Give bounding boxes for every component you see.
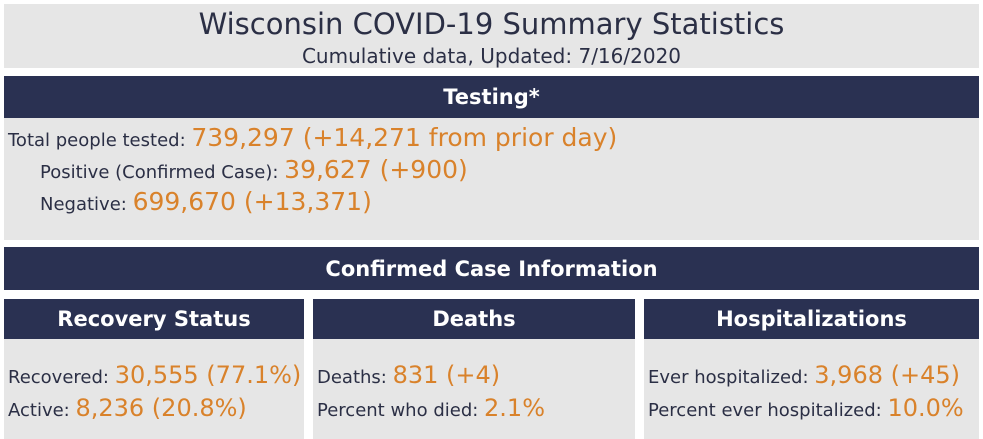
recovery-header: Recovery Status xyxy=(4,299,304,339)
confirmed-case-heading: Confirmed Case Information xyxy=(325,256,658,281)
negative-label: Negative: xyxy=(40,194,133,215)
deaths-value: 831 (+4) xyxy=(392,361,501,389)
negative-row: Negative: 699,670 (+13,371) xyxy=(40,187,372,216)
active-label: Active: xyxy=(8,400,76,421)
total-tested-value: 739,297 (+14,271 from prior day) xyxy=(191,123,618,152)
recovered-label: Recovered: xyxy=(8,367,115,388)
confirmed-case-header: Confirmed Case Information xyxy=(4,247,979,290)
percent-hospitalized-row: Percent ever hospitalized: 10.0% xyxy=(648,394,964,422)
hospitalizations-panel: Ever hospitalized: 3,968 (+45) Percent e… xyxy=(644,339,979,439)
positive-label: Positive (Confirmed Case): xyxy=(40,162,285,183)
recovery-heading: Recovery Status xyxy=(57,307,251,331)
page-title: Wisconsin COVID-19 Summary Statistics xyxy=(198,7,785,41)
percent-died-label: Percent who died: xyxy=(317,400,485,421)
recovered-value: 30,555 (77.1%) xyxy=(114,361,302,389)
percent-died-value: 2.1% xyxy=(484,394,546,422)
hospitalizations-heading: Hospitalizations xyxy=(716,307,907,331)
ever-hospitalized-label: Ever hospitalized: xyxy=(648,367,815,388)
recovery-panel: Recovered: 30,555 (77.1%) Active: 8,236 … xyxy=(4,339,304,439)
positive-row: Positive (Confirmed Case): 39,627 (+900) xyxy=(40,155,468,184)
hospitalizations-header: Hospitalizations xyxy=(644,299,979,339)
negative-value: 699,670 (+13,371) xyxy=(132,187,372,216)
page-subtitle: Cumulative data, Updated: 7/16/2020 xyxy=(301,44,682,68)
testing-heading: Testing* xyxy=(443,85,540,109)
testing-panel: Total people tested: 739,297 (+14,271 fr… xyxy=(4,118,979,240)
testing-header: Testing* xyxy=(4,76,979,118)
ever-hospitalized-value: 3,968 (+45) xyxy=(814,361,960,389)
header-panel: Wisconsin COVID-19 Summary Statistics Cu… xyxy=(4,4,979,68)
active-value: 8,236 (20.8%) xyxy=(75,394,247,422)
percent-hospitalized-label: Percent ever hospitalized: xyxy=(648,400,888,421)
total-tested-label: Total people tested: xyxy=(8,130,192,151)
deaths-label: Deaths: xyxy=(317,367,393,388)
ever-hospitalized-row: Ever hospitalized: 3,968 (+45) xyxy=(648,361,960,389)
total-tested-row: Total people tested: 739,297 (+14,271 fr… xyxy=(8,123,617,152)
deaths-header: Deaths xyxy=(313,299,635,339)
percent-died-row: Percent who died: 2.1% xyxy=(317,394,545,422)
deaths-panel: Deaths: 831 (+4) Percent who died: 2.1% xyxy=(313,339,635,439)
deaths-row: Deaths: 831 (+4) xyxy=(317,361,500,389)
active-row: Active: 8,236 (20.8%) xyxy=(8,394,247,422)
positive-value: 39,627 (+900) xyxy=(284,155,468,184)
recovered-row: Recovered: 30,555 (77.1%) xyxy=(8,361,301,389)
deaths-heading: Deaths xyxy=(432,307,516,331)
percent-hospitalized-value: 10.0% xyxy=(887,394,964,422)
